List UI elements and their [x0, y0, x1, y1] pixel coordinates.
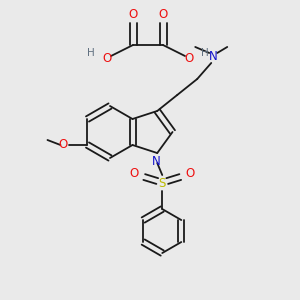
Text: S: S [159, 176, 166, 190]
Text: O: O [186, 167, 195, 179]
Text: N: N [209, 50, 218, 64]
Text: O: O [128, 8, 138, 22]
Text: H: H [87, 48, 95, 58]
Text: H: H [201, 48, 209, 58]
Text: O: O [102, 52, 112, 65]
Text: O: O [184, 52, 194, 65]
Text: O: O [158, 8, 168, 22]
Text: O: O [130, 167, 139, 179]
Text: N: N [152, 154, 161, 167]
Text: O: O [59, 139, 68, 152]
